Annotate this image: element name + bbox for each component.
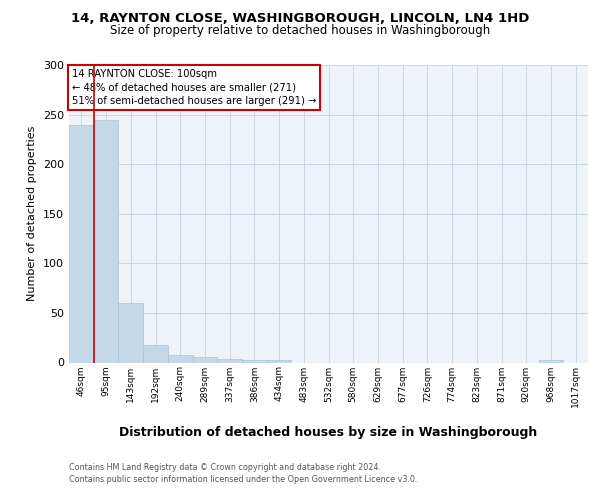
Bar [217,358,242,362]
Text: 14, RAYNTON CLOSE, WASHINGBOROUGH, LINCOLN, LN4 1HD: 14, RAYNTON CLOSE, WASHINGBOROUGH, LINCO… [71,12,529,26]
Bar [118,303,143,362]
Text: Contains public sector information licensed under the Open Government Licence v3: Contains public sector information licen… [69,475,418,484]
Bar [242,360,267,362]
Bar [193,356,217,362]
Bar [267,360,292,362]
Bar [69,124,94,362]
Bar [94,120,118,362]
Bar [143,344,168,362]
Bar [539,360,563,362]
Bar [168,354,193,362]
Text: Distribution of detached houses by size in Washingborough: Distribution of detached houses by size … [119,426,538,439]
Text: Contains HM Land Registry data © Crown copyright and database right 2024.: Contains HM Land Registry data © Crown c… [69,464,381,472]
Y-axis label: Number of detached properties: Number of detached properties [28,126,37,302]
Text: 14 RAYNTON CLOSE: 100sqm
← 48% of detached houses are smaller (271)
51% of semi-: 14 RAYNTON CLOSE: 100sqm ← 48% of detach… [71,70,316,106]
Text: Size of property relative to detached houses in Washingborough: Size of property relative to detached ho… [110,24,490,37]
